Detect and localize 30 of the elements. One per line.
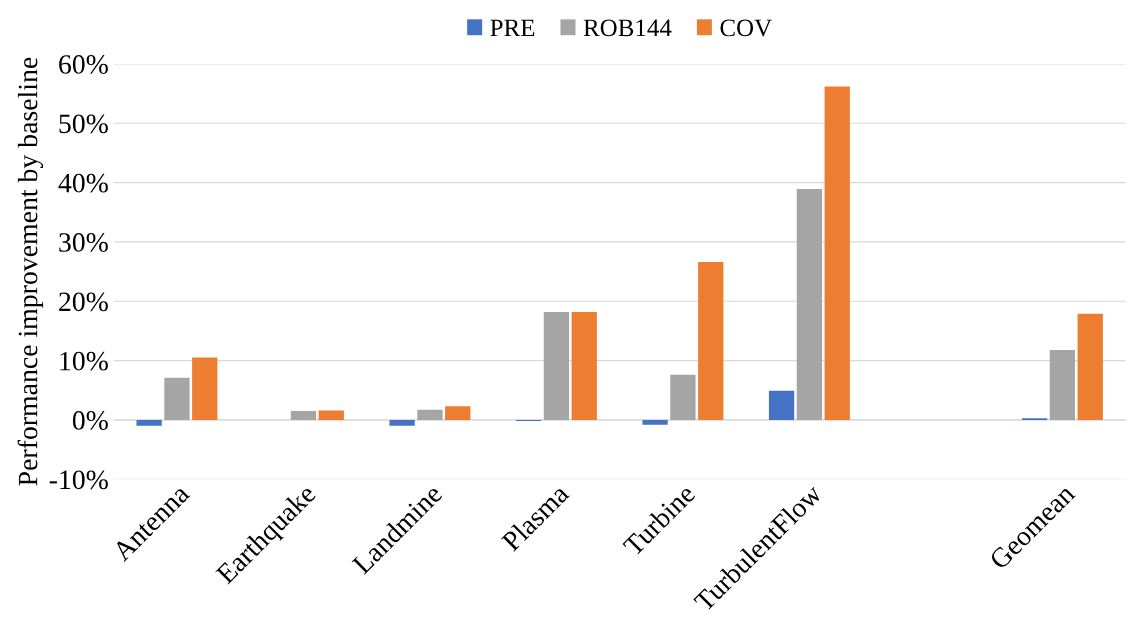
bar [192, 357, 218, 420]
y-tick-label: 10% [60, 351, 108, 371]
bar [796, 189, 823, 420]
bar [318, 410, 344, 420]
bar [389, 419, 415, 426]
bar [164, 377, 190, 420]
bar [543, 311, 570, 420]
bar [670, 374, 696, 420]
y-tick-label: 20% [59, 292, 108, 312]
bar [1077, 313, 1103, 420]
legend-label: PRE [490, 19, 535, 37]
y-tick-label: -10% [49, 470, 108, 490]
y-tick-label: 60% [59, 55, 108, 74]
bar [768, 390, 795, 420]
bar [698, 262, 724, 420]
bar [136, 419, 162, 426]
bar [290, 411, 317, 420]
legend-label: ROB144 [583, 19, 672, 37]
bar [445, 406, 471, 420]
bar [824, 86, 850, 420]
bar [642, 419, 668, 425]
bar [571, 311, 597, 420]
y-tick-label: 50% [59, 114, 108, 134]
bar [417, 409, 443, 420]
y-tick-label: 40% [58, 173, 108, 193]
bar [1049, 349, 1076, 420]
y-tick-label: 30% [59, 233, 108, 252]
y-axis-title: Performance improvement by baseline [17, 57, 44, 486]
legend-label: COV [720, 19, 772, 37]
y-tick-label: 0% [72, 411, 108, 430]
